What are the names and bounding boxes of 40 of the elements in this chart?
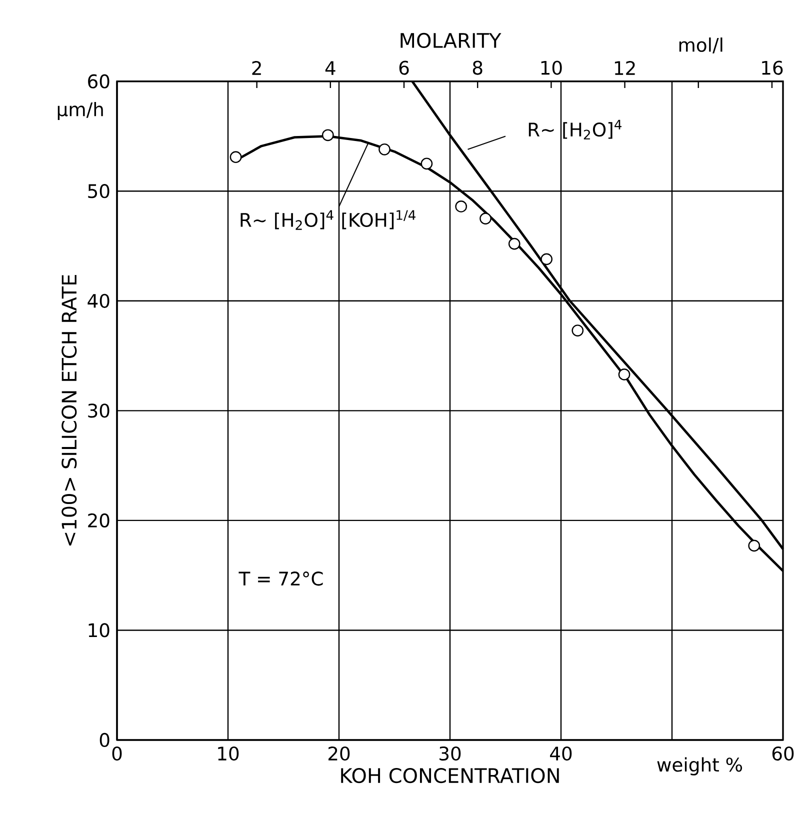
point — [378, 143, 390, 156]
x2-tick-label: 8 — [472, 60, 482, 75]
y-axis-title: <100> SILICON ETCH RATE — [62, 275, 77, 546]
x2-tick-label: 10 — [541, 60, 562, 75]
point — [420, 158, 433, 170]
x2-axis-title: MOLARITY — [400, 32, 502, 48]
y-tick-label: 50 — [88, 184, 110, 198]
x2-tick-label: 2 — [252, 60, 261, 75]
text: weight % — [657, 757, 742, 776]
point — [455, 200, 468, 212]
x-axis-title: KOH CONCENTRATION — [341, 768, 559, 784]
x2-tick-label: 4 — [325, 61, 336, 75]
point — [322, 129, 334, 142]
point — [230, 151, 242, 164]
point — [480, 212, 492, 224]
point — [618, 368, 630, 380]
x-tick-label: 30 — [440, 746, 461, 761]
x2-tick-label: 16 — [762, 60, 783, 75]
annotation: R~ [H$_{2}$O]$^{4}$ — [528, 120, 622, 140]
x2-tick-label: 12 — [614, 60, 635, 75]
annotation: T = 72°C — [238, 572, 323, 586]
x-tick-label: 10 — [218, 746, 239, 761]
y-tick-label: 60 — [88, 74, 110, 88]
point — [748, 540, 760, 552]
y-tick-label: 30 — [88, 404, 110, 418]
y-tick-label: 20 — [88, 513, 110, 528]
annotation: R~ [H$_{2}$O]$^{4}$ [KOH]$^{1/4}$ — [240, 210, 416, 230]
point — [508, 238, 520, 250]
text: µm/h — [58, 102, 103, 120]
text: mol/l — [679, 37, 722, 54]
y-tick-label: 40 — [88, 294, 110, 308]
point — [540, 253, 552, 266]
y-tick-label: 10 — [88, 623, 110, 638]
x-tick-label: 20 — [328, 746, 350, 761]
point — [572, 324, 584, 336]
x-tick-label: 40 — [550, 746, 572, 761]
x2-tick-label: 6 — [399, 60, 409, 75]
x-tick-label: 0 — [112, 746, 122, 761]
x-tick-label: 60 — [772, 746, 794, 761]
y-tick-label: 0 — [100, 732, 110, 748]
